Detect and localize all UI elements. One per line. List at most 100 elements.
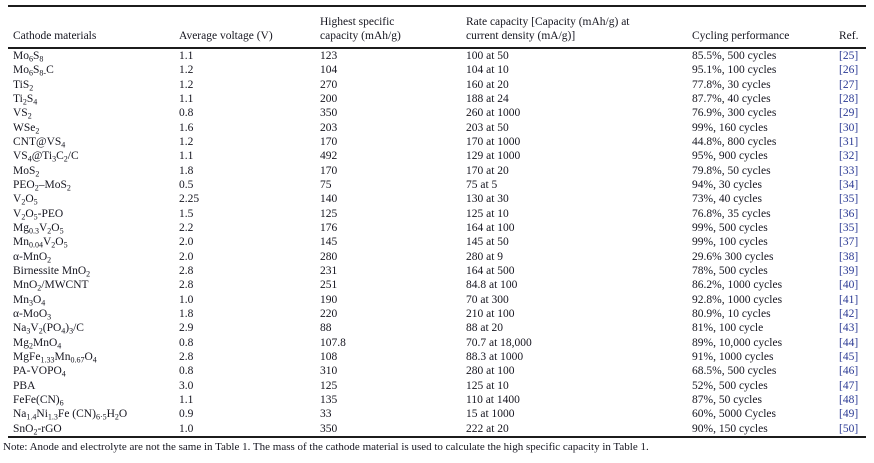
ref-cell[interactable]: [46] (839, 365, 859, 378)
ref-cell[interactable]: [35] (839, 193, 859, 206)
voltage-cell: 1.1 (179, 50, 194, 63)
voltage-cell: 1.2 (179, 78, 194, 91)
ref-cell[interactable]: [36] (839, 207, 859, 220)
rate-cell: 164 at 100 (466, 222, 515, 235)
table-row: TiS2 1.2 270 160 at 20 77.8%, 30 cycles [27] (8, 78, 866, 92)
material-cell: Mn3O4 (13, 293, 46, 307)
table-row: Birnessite MnO2 2.8 231 164 at 500 78%, 500 … (8, 264, 866, 278)
capacity-cell: 270 (320, 78, 338, 91)
cycling-cell: 89%, 10,000 cycles (692, 336, 783, 349)
cycling-cell: 81%, 100 cycle (692, 322, 764, 335)
table-row: Na1.4Ni1.3Fe (CN)6·5H2O 0.9 33 15 at 1000 60… (8, 407, 866, 421)
ref-cell[interactable]: [35] (839, 222, 859, 235)
rate-cell: 222 at 20 (466, 422, 509, 435)
table-row: Mo6S8-C 1.2 104 104 at 10 95.1%, 100 cycles [… (8, 63, 866, 77)
cycling-cell: 80.9%, 10 cycles (692, 308, 771, 321)
capacity-cell: 220 (320, 308, 338, 321)
rate-cell: 129 at 1000 (466, 150, 521, 163)
material-cell: CNT@VS4 (13, 136, 66, 150)
cycling-cell: 79.8%, 50 cycles (692, 164, 771, 177)
ref-cell[interactable]: [25] (839, 50, 859, 63)
material-cell: TiS2 (13, 78, 34, 92)
cycling-cell: 73%, 40 cycles (692, 193, 762, 206)
table-footnote: Note: Anode and electrolyte are not the … (3, 441, 649, 453)
capacity-cell: 350 (320, 422, 338, 435)
ref-cell[interactable]: [47] (839, 379, 859, 392)
voltage-cell: 2.9 (179, 322, 194, 335)
table-row: MoS2 1.8 170 170 at 20 79.8%, 50 cycles [33] (8, 164, 866, 178)
table-row: Mn0.04V2O5 2.0 145 145 at 50 99%, 100 cycles… (8, 235, 866, 249)
ref-cell[interactable]: [29] (839, 107, 859, 120)
ref-cell[interactable]: [38] (839, 250, 859, 263)
material-cell: MoS2 (13, 164, 40, 178)
capacity-cell: 251 (320, 279, 338, 292)
voltage-cell: 2.8 (179, 279, 194, 292)
rate-cell: 210 at 100 (466, 308, 515, 321)
voltage-cell: 1.6 (179, 121, 194, 134)
ref-cell[interactable]: [28] (839, 93, 859, 106)
capacity-cell: 123 (320, 50, 338, 63)
material-cell: V2O5-PEO (13, 207, 64, 221)
ref-cell[interactable]: [48] (839, 394, 859, 407)
capacity-cell: 107.8 (320, 336, 346, 349)
table-row: FeFe(CN)6 1.1 135 110 at 1400 87%, 50 cycles… (8, 393, 866, 407)
material-cell: Mg0.3V2O5 (13, 222, 64, 236)
rate-cell: 145 at 50 (466, 236, 509, 249)
rate-cell: 170 at 20 (466, 164, 509, 177)
cathode-materials-table: Cathode materials Average voltage (V) High… (8, 5, 866, 438)
ref-cell[interactable]: [32] (839, 150, 859, 163)
ref-cell[interactable]: [44] (839, 336, 859, 349)
voltage-cell: 2.8 (179, 351, 194, 364)
rate-cell: 160 at 20 (466, 78, 509, 91)
ref-cell[interactable]: [37] (839, 236, 859, 249)
rate-cell: 203 at 50 (466, 121, 509, 134)
ref-cell[interactable]: [50] (839, 422, 859, 435)
capacity-cell: 125 (320, 379, 338, 392)
voltage-cell: 1.5 (179, 207, 194, 220)
voltage-cell: 3.0 (179, 379, 194, 392)
ref-cell[interactable]: [34] (839, 179, 859, 192)
capacity-cell: 125 (320, 207, 338, 220)
ref-cell[interactable]: [42] (839, 308, 859, 321)
voltage-cell: 2.2 (179, 222, 194, 235)
capacity-cell: 135 (320, 394, 338, 407)
table-row: Ti2S4 1.1 200 188 at 24 87.7%, 40 cycles [28] (8, 92, 866, 106)
capacity-cell: 310 (320, 365, 338, 378)
ref-cell[interactable]: [43] (839, 322, 859, 335)
capacity-cell: 104 (320, 64, 338, 77)
cycling-cell: 76.8%, 35 cycles (692, 207, 771, 220)
ref-cell[interactable]: [41] (839, 293, 859, 306)
table-row: PA-VOPO4 0.8 310 280 at 100 68.5%, 500 cycle… (8, 364, 866, 378)
table-row: Mn3O4 1.0 190 70 at 300 92.8%, 1000 cycles [4… (8, 293, 866, 307)
cycling-cell: 94%, 30 cycles (692, 179, 762, 192)
rate-cell: 125 at 10 (466, 379, 509, 392)
table-row: Na3V2(PO4)3/C 2.9 88 88 at 20 81%, 100 cycle… (8, 321, 866, 335)
voltage-cell: 2.8 (179, 265, 194, 278)
voltage-cell: 1.1 (179, 150, 194, 163)
ref-cell[interactable]: [45] (839, 351, 859, 364)
ref-cell[interactable]: [26] (839, 64, 859, 77)
material-cell: MnO2/MWCNT (13, 279, 89, 293)
column-header-rate: Rate capacity [Capacity (mAh/g) at curren… (466, 6, 692, 49)
table-row: SnO2-rGO 1.0 350 222 at 20 90%, 150 cycles [5… (8, 422, 866, 437)
ref-cell[interactable]: [49] (839, 408, 859, 421)
ref-cell[interactable]: [40] (839, 279, 859, 292)
ref-cell[interactable]: [39] (839, 265, 859, 278)
material-cell: Na3V2(PO4)3/C (13, 322, 84, 336)
ref-cell[interactable]: [33] (839, 164, 859, 177)
material-cell: Na1.4Ni1.3Fe (CN)6·5H2O (13, 408, 128, 422)
table-row: VS4@Ti3C2/C 1.1 492 129 at 1000 95%, 900 cyc… (8, 149, 866, 163)
capacity-cell: 280 (320, 250, 338, 263)
ref-cell[interactable]: [31] (839, 136, 859, 149)
capacity-cell: 176 (320, 222, 338, 235)
column-header-cycling: Cycling performance (692, 6, 839, 49)
ref-cell[interactable]: [30] (839, 121, 859, 134)
material-cell: VS4@Ti3C2/C (13, 150, 79, 164)
ref-cell[interactable]: [27] (839, 78, 859, 91)
table-row: PEO2–MoS2 0.5 75 75 at 5 94%, 30 cycles [34] (8, 178, 866, 192)
rate-cell: 125 at 10 (466, 207, 509, 220)
voltage-cell: 2.0 (179, 236, 194, 249)
rate-cell: 70.7 at 18,000 (466, 336, 532, 349)
table-row: MnO2/MWCNT 2.8 251 84.8 at 100 86.2%, 1000 c… (8, 278, 866, 292)
voltage-cell: 0.8 (179, 107, 194, 120)
